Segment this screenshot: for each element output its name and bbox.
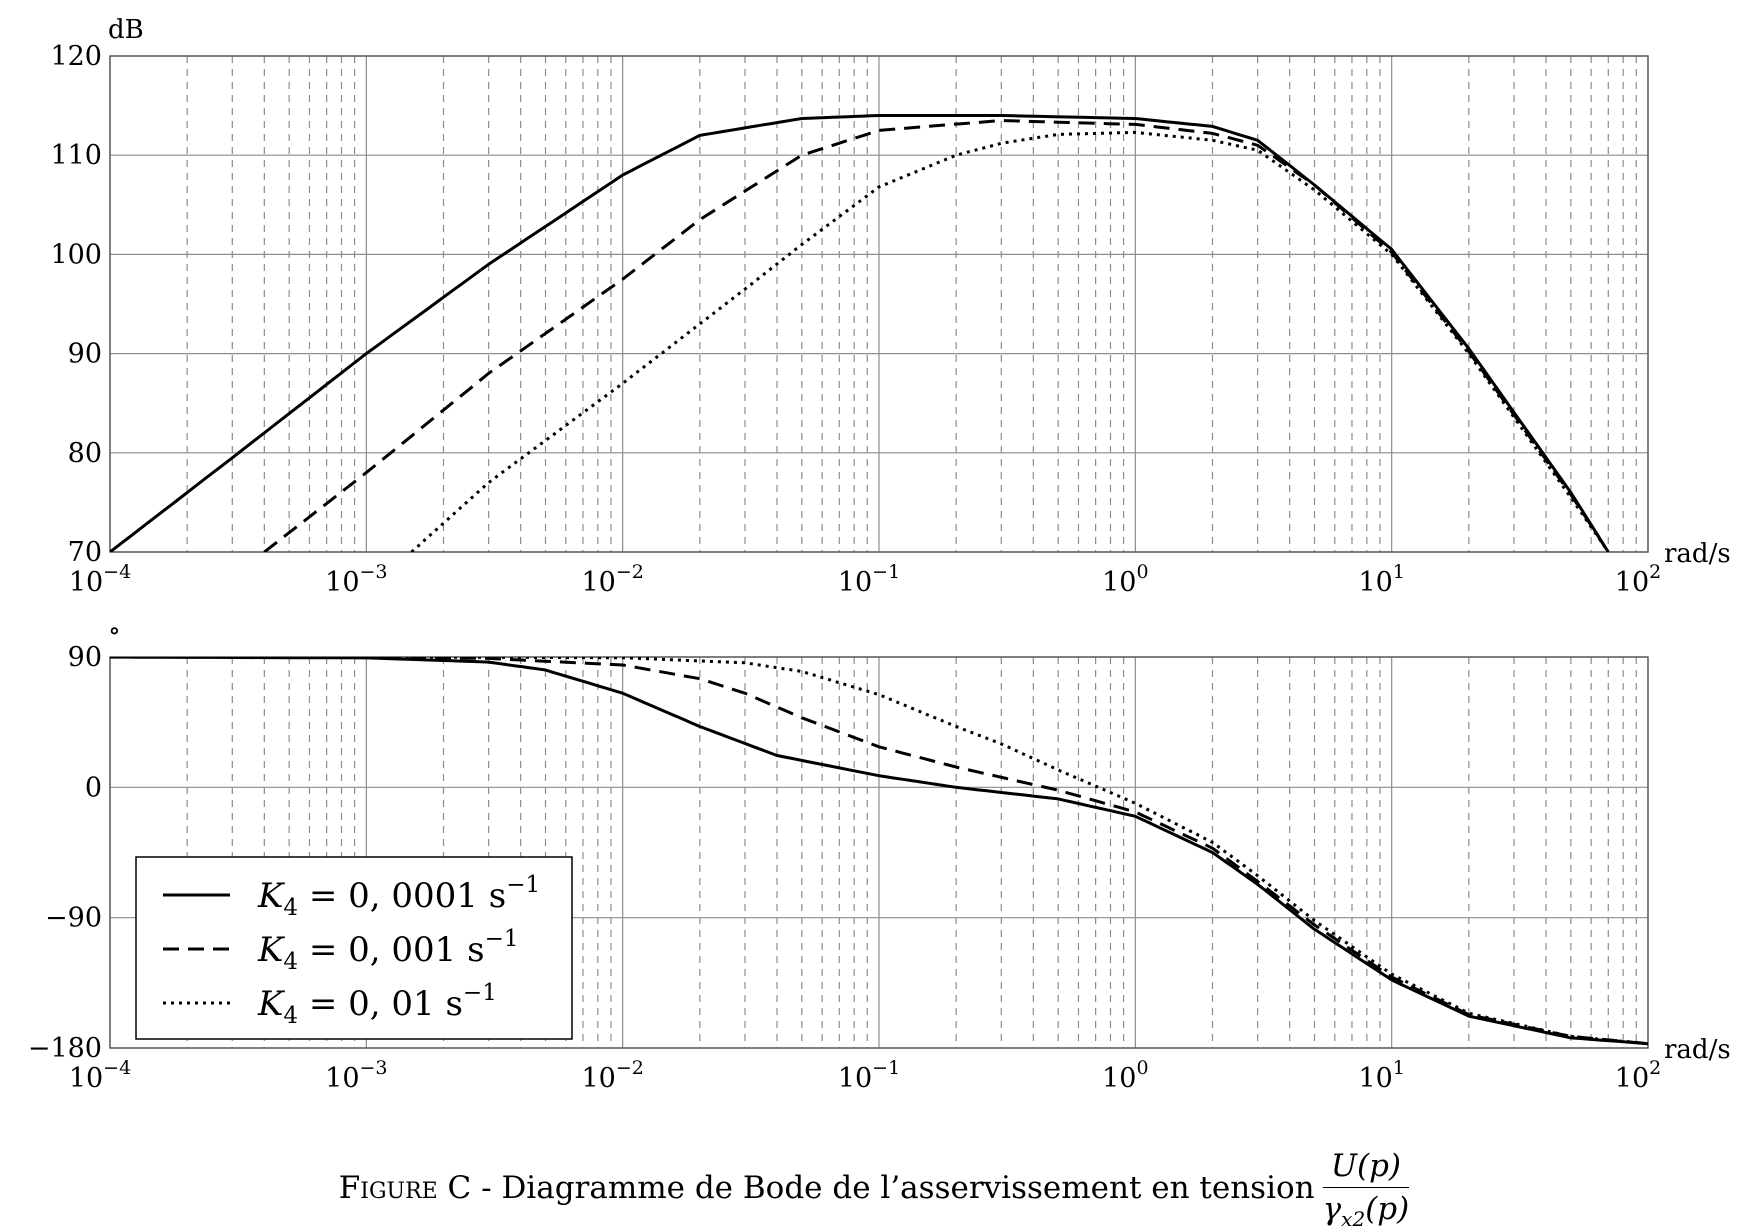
x-tick-base: 10: [69, 1063, 103, 1094]
legend-label: K4 = 0, 0001 s−1: [257, 872, 540, 921]
y-tick-label: 90: [68, 339, 102, 370]
legend-var: K: [257, 984, 286, 1024]
x-tick-exponent: −3: [360, 561, 388, 583]
x-tick-base: 10: [581, 1063, 615, 1094]
gain-series-dotted: [410, 130, 1610, 552]
x-tick-exponent: −2: [616, 561, 644, 583]
x-axis-unit: rad/s: [1664, 1035, 1731, 1065]
x-tick-label: 10−3: [325, 1057, 387, 1094]
x-tick-exponent: −1: [872, 1057, 900, 1079]
fraction-numerator: U(p): [1322, 1148, 1410, 1188]
x-tick-base: 10: [838, 1063, 872, 1094]
x-tick-exponent: −3: [360, 1057, 388, 1079]
phase-series-solid: [110, 657, 1648, 1046]
x-tick-base: 10: [581, 567, 615, 598]
legend-sup: −1: [485, 926, 519, 952]
x-tick-label: 10−1: [838, 561, 900, 598]
y-axis-unit: dB: [108, 15, 144, 45]
x-tick-base: 10: [1102, 567, 1136, 598]
legend-var: K: [257, 930, 286, 970]
y-tick-label: 70: [68, 537, 102, 568]
x-tick-exponent: 2: [1649, 1057, 1661, 1079]
x-tick-label: 100: [1102, 1057, 1148, 1094]
y-tick-label: 80: [68, 438, 102, 469]
x-tick-exponent: 1: [1393, 1057, 1405, 1079]
x-tick-label: 10−1: [838, 1057, 900, 1094]
x-tick-label: 102: [1615, 1057, 1661, 1094]
y-tick-label: 110: [50, 140, 102, 171]
x-tick-base: 10: [1358, 1063, 1392, 1094]
legend-box: [135, 856, 573, 1040]
x-axis-unit: rad/s: [1664, 539, 1731, 569]
gain-series-solid: [110, 114, 1610, 552]
legend-sub: 4: [283, 949, 298, 975]
x-tick-label: 101: [1358, 1057, 1404, 1094]
legend-value: = 0, 001 s: [298, 930, 485, 970]
plot-frame: [109, 656, 1649, 1049]
x-tick-base: 10: [1615, 1063, 1649, 1094]
x-tick-label: 10−2: [581, 561, 643, 598]
x-tick-label: 10−4: [69, 1057, 131, 1094]
x-tick-base: 10: [325, 1063, 359, 1094]
legend-value: = 0, 0001 s: [298, 876, 506, 916]
legend-sup: −1: [506, 872, 540, 898]
plot-frame: [109, 55, 1649, 553]
legend-sub: 4: [283, 1003, 298, 1029]
legend-sup: −1: [463, 980, 497, 1006]
x-tick-exponent: −4: [103, 1057, 131, 1079]
x-tick-exponent: −4: [103, 561, 131, 583]
fraction-denominator: γx2(p): [1323, 1188, 1410, 1231]
legend: K4 = 0, 0001 s−1K4 = 0, 001 s−1K4 = 0, 0…: [135, 856, 573, 1040]
x-tick-exponent: −1: [872, 561, 900, 583]
x-tick-exponent: 0: [1136, 1057, 1148, 1079]
x-tick-exponent: 2: [1649, 561, 1661, 583]
x-tick-exponent: 0: [1136, 561, 1148, 583]
x-tick-base: 10: [1358, 567, 1392, 598]
y-axis-unit: ∘: [108, 616, 121, 646]
gain-series-dashed: [263, 119, 1610, 552]
x-tick-base: 10: [325, 567, 359, 598]
caption-text: - Diagramme de Bode de l’asservissement …: [471, 1170, 1315, 1207]
legend-value: = 0, 01 s: [298, 984, 463, 1024]
x-tick-base: 10: [69, 567, 103, 598]
x-tick-base: 10: [838, 567, 872, 598]
x-tick-label: 102: [1615, 561, 1661, 598]
transfer-function-fraction: U(p) γx2(p): [1322, 1148, 1410, 1231]
figure-label: Figure C: [338, 1170, 472, 1207]
y-tick-label: 120: [50, 41, 102, 72]
x-tick-label: 10−2: [581, 1057, 643, 1094]
x-tick-label: 101: [1358, 561, 1404, 598]
x-tick-label: 10−4: [69, 561, 131, 598]
x-tick-base: 10: [1102, 1063, 1136, 1094]
x-tick-label: 10−3: [325, 561, 387, 598]
phase-series-dotted: [110, 657, 1648, 1046]
x-tick-exponent: 1: [1393, 561, 1405, 583]
fraction-den-var: γ: [1322, 1191, 1342, 1227]
y-tick-label: −180: [28, 1033, 102, 1064]
x-tick-exponent: −2: [616, 1057, 644, 1079]
legend-label: K4 = 0, 01 s−1: [257, 980, 497, 1029]
x-tick-label: 100: [1102, 561, 1148, 598]
figure-caption: Figure C - Diagramme de Bode de l’asserv…: [0, 1148, 1748, 1231]
legend-label: K4 = 0, 001 s−1: [257, 926, 518, 975]
y-tick-label: 90: [68, 642, 102, 673]
fraction-den-sub: x2: [1341, 1207, 1366, 1231]
legend-var: K: [257, 876, 286, 916]
legend-sub: 4: [283, 895, 298, 921]
phase-series-dashed: [110, 657, 1648, 1046]
y-tick-label: 0: [85, 772, 102, 803]
y-tick-label: 100: [50, 239, 102, 270]
y-tick-label: −90: [45, 903, 102, 934]
x-tick-base: 10: [1615, 567, 1649, 598]
fraction-den-arg: (p): [1365, 1191, 1410, 1227]
